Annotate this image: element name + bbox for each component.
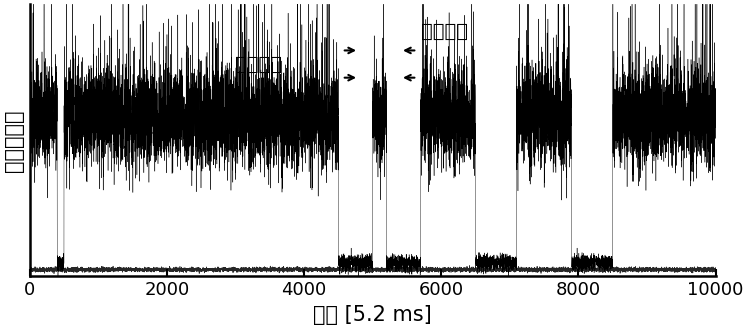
Y-axis label: 光子发射谱: 光子发射谱 [4,109,24,171]
Text: 脉冲间隔: 脉冲间隔 [420,22,468,41]
X-axis label: 时间 [5.2 ms]: 时间 [5.2 ms] [313,305,432,325]
Text: 脉冲宽度: 脉冲宽度 [236,55,283,74]
